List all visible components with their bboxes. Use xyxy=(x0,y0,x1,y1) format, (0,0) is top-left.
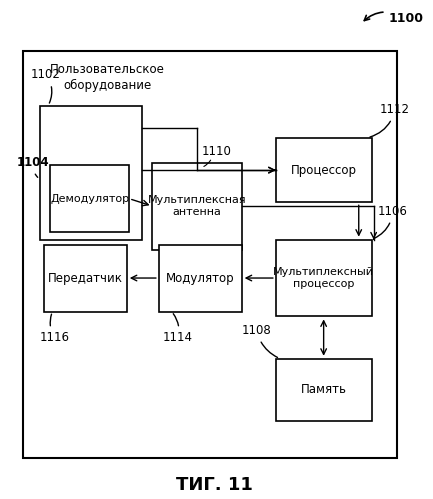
Bar xyxy=(50,165,129,232)
Text: Модулятор: Модулятор xyxy=(166,271,235,284)
Text: 1114: 1114 xyxy=(163,314,193,344)
Bar xyxy=(23,51,397,458)
Bar xyxy=(276,240,372,316)
Text: ΤИГ. 11: ΤИГ. 11 xyxy=(176,476,252,494)
Bar xyxy=(276,138,372,203)
Bar xyxy=(276,359,372,421)
Text: 1104: 1104 xyxy=(16,156,49,177)
Text: Мультиплексный
процессор: Мультиплексный процессор xyxy=(273,267,374,289)
Text: Приемник: Приемник xyxy=(59,166,122,179)
Text: 1102: 1102 xyxy=(31,68,61,103)
Text: Пользовательское
оборудование: Пользовательское оборудование xyxy=(50,63,165,91)
Text: 1110: 1110 xyxy=(201,145,231,158)
Text: 1116: 1116 xyxy=(40,314,70,344)
Text: 1100: 1100 xyxy=(364,12,423,25)
Bar xyxy=(159,245,242,311)
Text: Передатчик: Передатчик xyxy=(48,271,123,284)
Text: Память: Память xyxy=(301,383,347,396)
Text: Процессор: Процессор xyxy=(291,164,357,177)
Text: 1106: 1106 xyxy=(374,205,408,239)
Bar xyxy=(152,163,242,250)
Bar xyxy=(44,245,127,311)
Bar xyxy=(40,106,142,240)
Text: Мультиплексная
антенна: Мультиплексная антенна xyxy=(148,195,246,217)
Text: 1108: 1108 xyxy=(242,324,278,357)
Text: 1112: 1112 xyxy=(370,103,410,137)
Text: Демодулятор: Демодулятор xyxy=(50,194,129,204)
